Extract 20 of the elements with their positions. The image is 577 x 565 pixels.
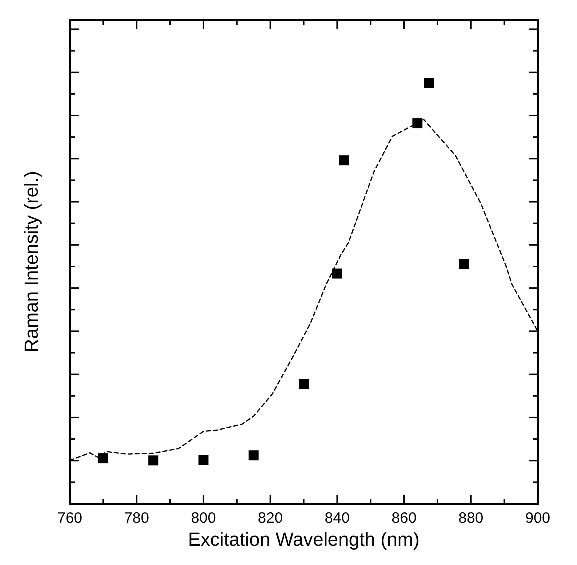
x-tick-label: 860 — [392, 510, 417, 527]
point — [248, 450, 259, 461]
x-tick-label: 820 — [258, 510, 284, 527]
point — [459, 260, 470, 270]
point — [98, 454, 108, 464]
point — [198, 455, 209, 466]
x-tick-label: 760 — [57, 510, 83, 527]
point — [339, 156, 350, 166]
point — [299, 379, 309, 390]
x-axis-title: Excitation Wavelength (nm) — [188, 530, 420, 551]
point — [424, 78, 434, 88]
y-axis-title: Raman Intensity (rel.) — [22, 171, 43, 353]
x-tick-label: 800 — [191, 510, 216, 527]
x-tick-label: 900 — [525, 510, 551, 527]
x-tick-label: 880 — [458, 510, 484, 527]
point — [412, 118, 423, 129]
x-tick-label: 840 — [324, 510, 350, 527]
x-tick-label: 780 — [124, 510, 150, 527]
point — [148, 456, 159, 466]
point — [332, 268, 342, 279]
